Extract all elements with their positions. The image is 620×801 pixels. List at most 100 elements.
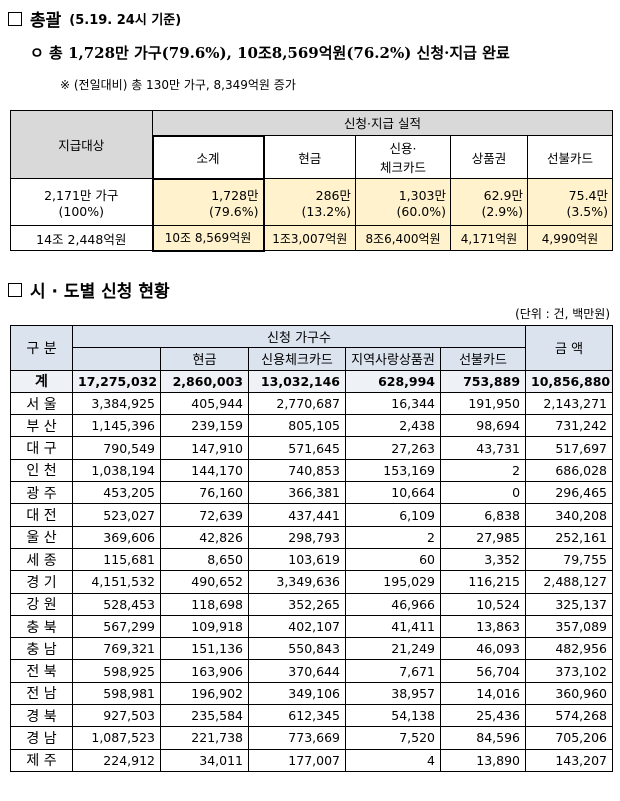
cell: 2,171만 가구 (100%) [10,178,153,226]
cell: 2 [439,458,527,483]
region: 충 남 [10,637,73,661]
region: 전 북 [10,659,73,683]
cell: 143,207 [525,748,614,772]
row: 광 주 453,205 76,160 366,381 10,664 0 296,465 [10,481,614,505]
cell: 153,169 [345,458,441,483]
row: 대 전 523,027 72,639 437,441 6,109 6,838 340,208 [10,503,614,527]
cell: 224,912 [72,748,161,772]
cell: 8조6,400억원 [355,225,451,251]
cell: 773,669 [248,726,346,750]
cell: 10조 8,569억원 [151,225,265,252]
cell: 1,087,523 [72,726,161,750]
header: 금 액 [525,325,614,371]
cell: 72,639 [160,503,249,527]
header: 지급대상 [10,110,153,179]
row: 충 북 567,299 109,918 402,107 41,411 13,863 357,… [10,614,614,639]
row: 인 천 1,038,194 144,170 740,853 153,169 2 686,02… [10,458,614,483]
cell: 3,349,636 [248,570,346,594]
cell: 191,950 [439,391,527,416]
cell: 163,906 [160,659,249,683]
cell: 221,738 [160,726,249,750]
cell: 14조 2,448억원 [10,225,153,251]
cell: 16,344 [345,391,441,416]
cell: 574,268 [525,704,614,728]
row: 울 산 369,606 42,826 298,793 2 27,985 252,161 [10,525,614,549]
region: 계 [10,369,73,393]
summary-table: 지급대상 신청·지급 실적 소계 현금 신용· 체크카드 상품권 선불카드 2,171만 … [10,110,614,252]
header: 상품권 [450,135,528,179]
note: ※ (전일대비) 총 130만 가구, 8,349억원 증가 [60,78,296,92]
cell: 115,681 [72,547,161,572]
row: 전 남 598,981 196,902 349,106 38,957 14,016 360,… [10,681,614,706]
region: 대 구 [10,436,73,460]
cell: 13,032,146 [248,369,346,393]
header: 소계 [151,134,265,180]
cell: 1,038,194 [72,458,161,483]
cell: 517,697 [525,436,614,460]
cell: 109,918 [160,614,249,639]
cell: 325,137 [525,592,614,616]
row: 전 북 598,925 163,906 370,644 7,671 56,704 373,1… [10,659,614,683]
header: 신청·지급 실적 [151,110,614,136]
section-heading: 총괄 (5.19. 24시 기준) [8,6,181,31]
cell: 14,016 [439,681,527,706]
region: 광 주 [10,481,73,505]
cell: 13,890 [439,748,527,772]
header-blank [72,347,161,371]
cell: 195,029 [345,570,441,594]
cell: 402,107 [248,614,346,639]
cell: 46,093 [439,637,527,661]
cell: 686,028 [525,458,614,483]
cell: 373,102 [525,659,614,683]
region: 경 남 [10,726,73,750]
cell: 296,465 [525,481,614,505]
cell: 567,299 [72,614,161,639]
cell: 598,925 [72,659,161,683]
cell: 43,731 [439,436,527,460]
cell: 116,215 [439,570,527,594]
title: 총괄 [30,11,62,31]
region: 대 전 [10,503,73,527]
region: 울 산 [10,525,73,549]
cell: 147,910 [160,436,249,460]
cell: 4,151,532 [72,570,161,594]
region: 인 천 [10,458,73,483]
cell: 8,650 [160,547,249,572]
cell: 927,503 [72,704,161,728]
region: 부 산 [10,414,73,438]
row: 부 산 1,145,396 239,159 805,105 2,438 98,694 731… [10,414,614,438]
cell: 84,596 [439,726,527,750]
region: 서 울 [10,391,73,416]
cell: 360,960 [525,681,614,706]
cell: 769,321 [72,637,161,661]
cell: 366,381 [248,481,346,505]
cell: 612,345 [248,704,346,728]
cell: 60 [345,547,441,572]
cell: 1,728만 (79.6%) [151,178,265,226]
cell: 62.9만 (2.9%) [450,178,528,226]
header: 구 분 [10,325,73,371]
row: 제 주 224,912 34,011 177,007 4 13,890 143,207 [10,748,614,772]
cell: 98,694 [439,414,527,438]
region: 제 주 [10,748,73,772]
cell: 753,889 [439,369,527,393]
header: 신용체크카드 [248,347,346,371]
region: 세 종 [10,547,73,572]
cell: 7,671 [345,659,441,683]
cell: 340,208 [525,503,614,527]
header: 현금 [263,135,356,179]
cell: 523,027 [72,503,161,527]
cell: 2,488,127 [525,570,614,594]
summary: ㅇ 총 1,728만 가구(79.6%), 10조8,569억원(76.2%) … [30,42,510,63]
basis: (5.19. 24시 기준) [69,13,182,28]
cell: 528,453 [72,592,161,616]
cell: 25,436 [439,704,527,728]
cell: 628,994 [345,369,441,393]
cell: 4,171억원 [450,225,528,251]
title: 시 · 도별 신청 현황 [30,282,170,302]
cell: 27,985 [439,525,527,549]
cell: 103,619 [248,547,346,572]
cell: 286만 (13.2%) [263,178,356,226]
cell: 482,956 [525,637,614,661]
